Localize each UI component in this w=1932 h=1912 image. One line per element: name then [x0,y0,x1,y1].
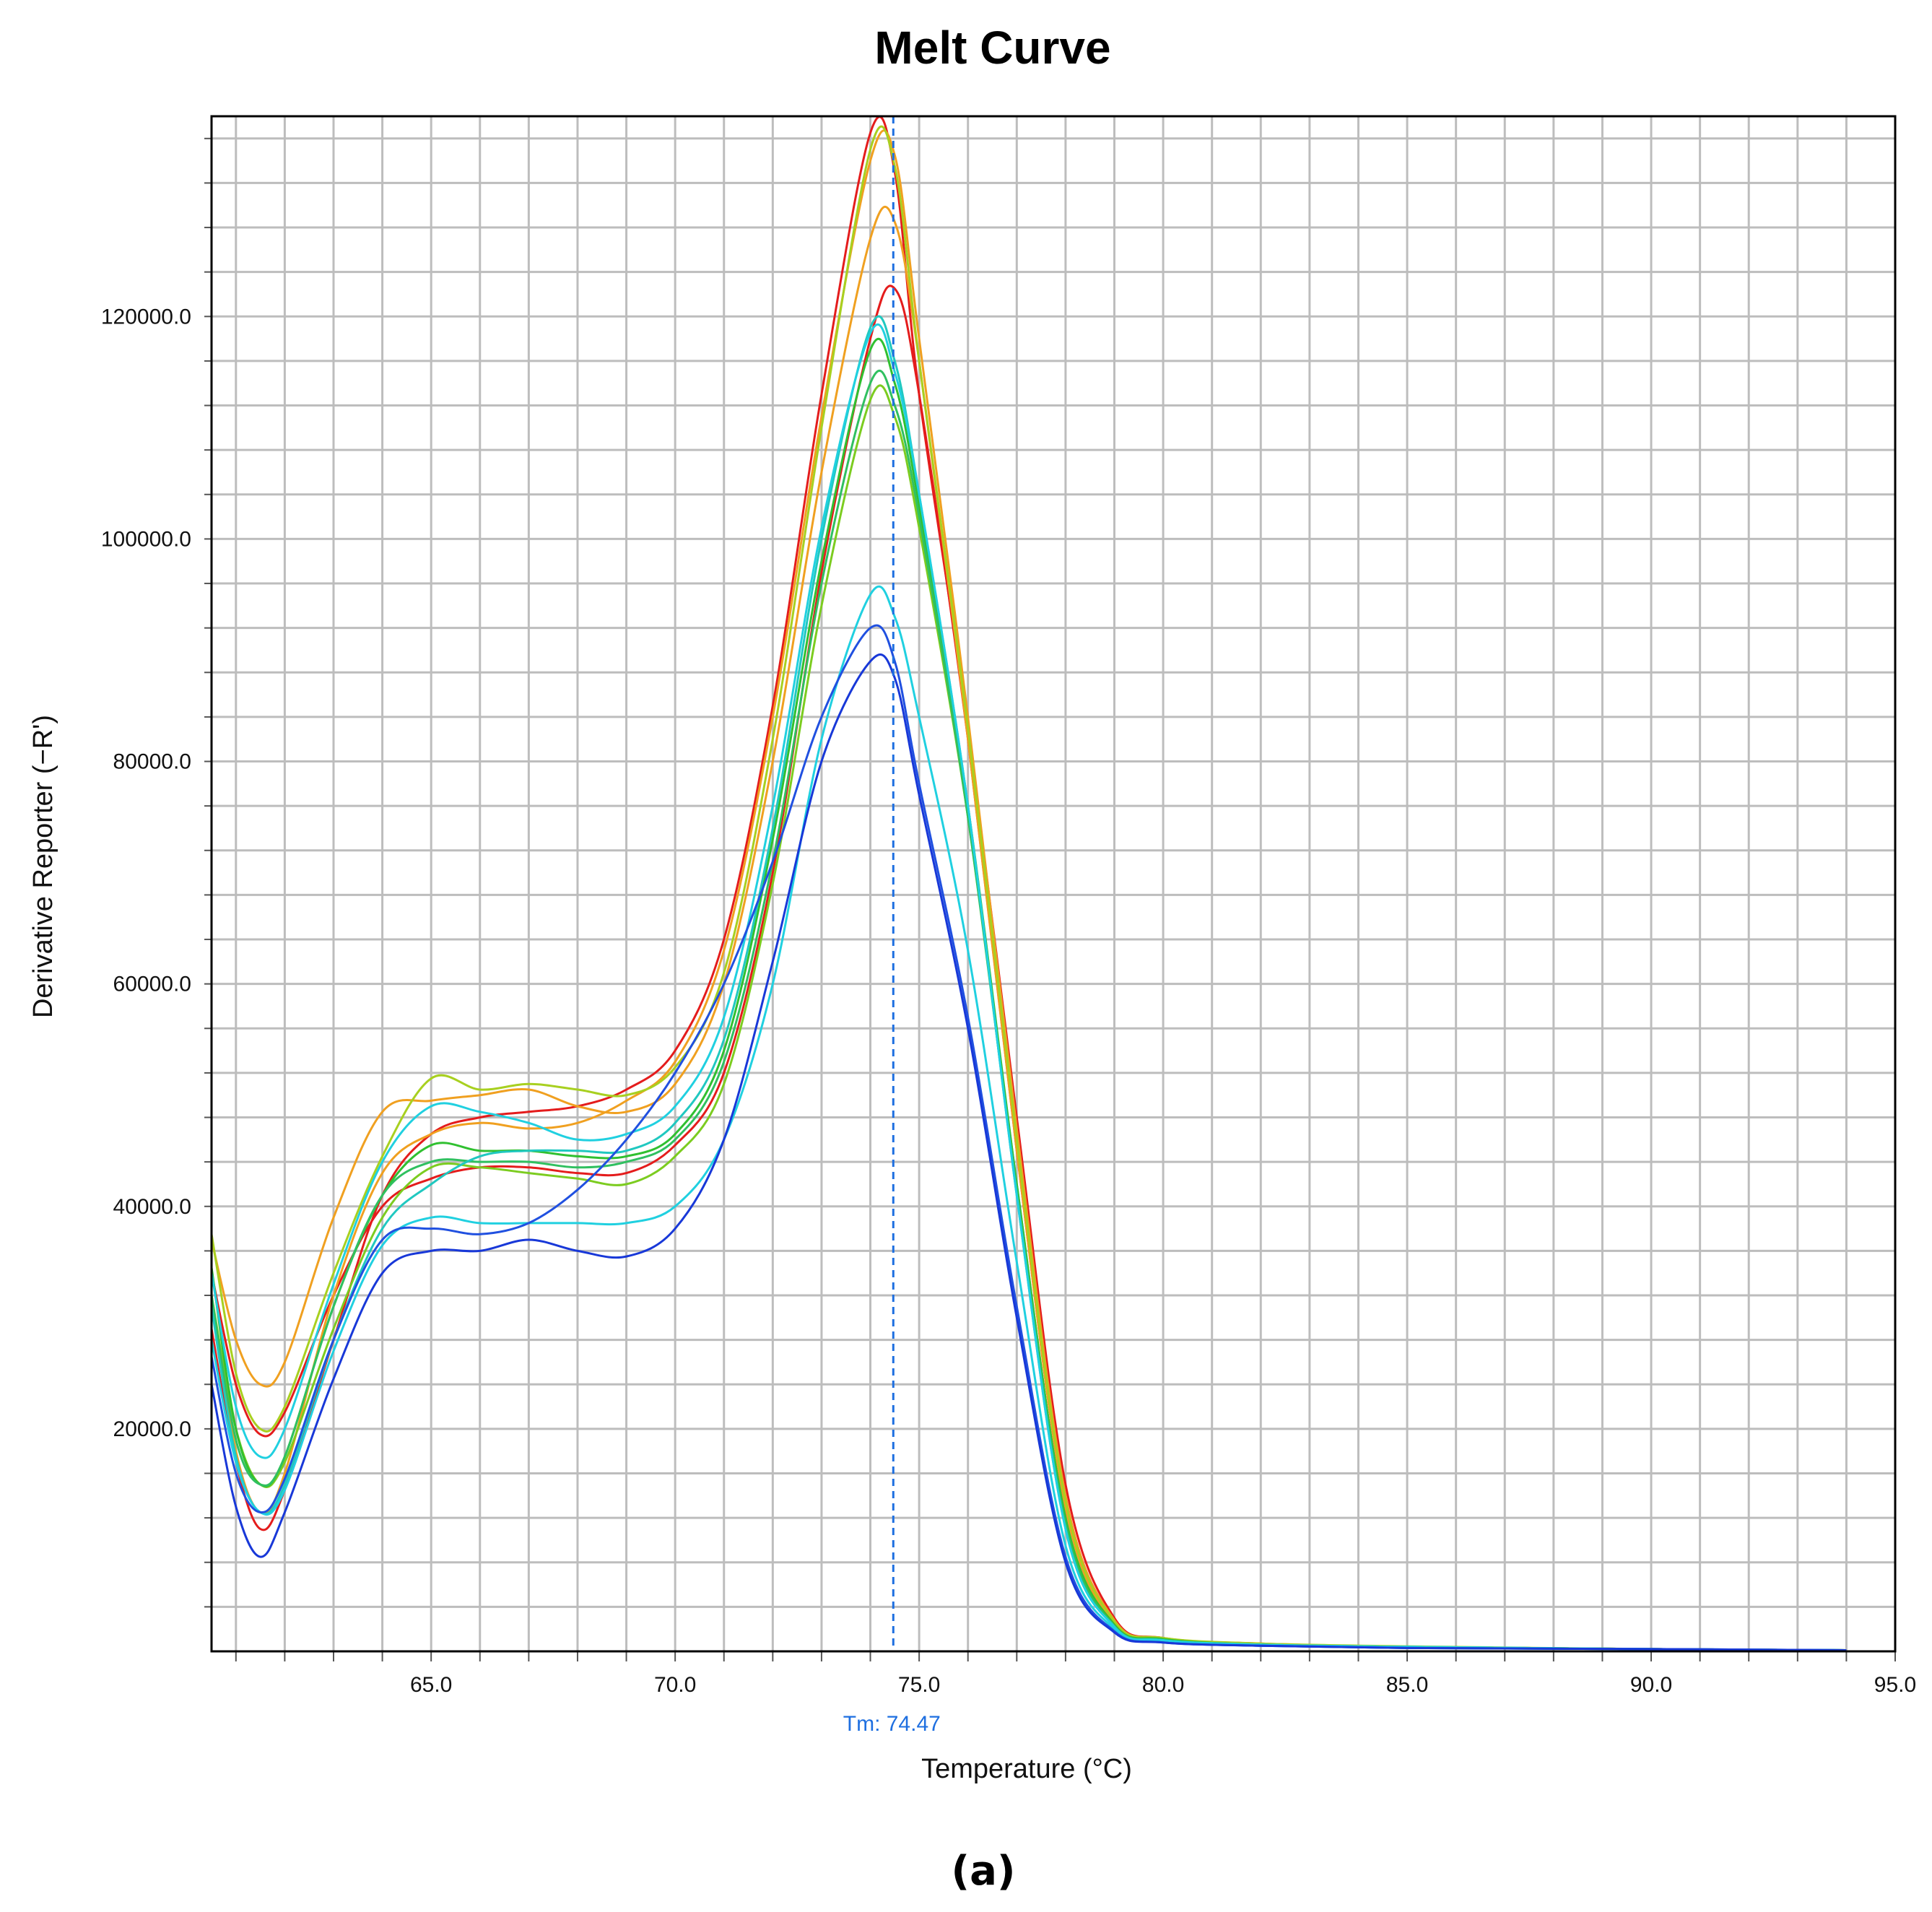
x-tick-label: 95.0 [1874,1673,1916,1697]
y-tick-label: 60000.0 [113,973,191,996]
series-lines [210,116,1847,1651]
series-line-5 [210,125,1847,1651]
y-tick-labels: 20000.0 40000.0 60000.0 80000.0 100000.0 1200… [101,305,191,1441]
x-axis-label: Temperature (°C) [921,1754,1132,1784]
series-line-7 [210,337,1847,1651]
series-line-3 [210,206,1847,1651]
series-line-13 [210,653,1847,1651]
series-line-2 [210,284,1847,1651]
y-tick-label: 120000.0 [101,305,191,329]
x-tick-label: 65.0 [410,1673,452,1697]
x-tick-label: 70.0 [654,1673,696,1697]
tm-label: Tm: 74.47 [843,1712,941,1736]
series-line-4 [210,129,1847,1651]
x-tick-labels: 65.0 70.0 75.0 80.0 85.0 90.0 95.0 [410,1673,1916,1697]
y-tick-label: 20000.0 [113,1417,191,1441]
y-tick-label: 40000.0 [113,1195,191,1219]
x-tick-label: 85.0 [1386,1673,1428,1697]
chart-title: Melt Curve [874,22,1110,74]
y-axis-label: Derivative Reporter (−R') [28,715,58,1018]
x-tick-label: 80.0 [1142,1673,1184,1697]
plot-frame [210,115,1897,1653]
figure-caption: (a) [952,1848,1016,1895]
series-line-12 [210,624,1847,1651]
x-tick-label: 90.0 [1630,1673,1672,1697]
x-tick-label: 75.0 [898,1673,940,1697]
y-tick-label: 100000.0 [101,527,191,551]
y-tick-label: 80000.0 [113,750,191,774]
series-line-6 [210,384,1847,1651]
series-line-8 [210,370,1847,1651]
series-line-10 [210,323,1847,1651]
series-line-1 [210,116,1847,1651]
